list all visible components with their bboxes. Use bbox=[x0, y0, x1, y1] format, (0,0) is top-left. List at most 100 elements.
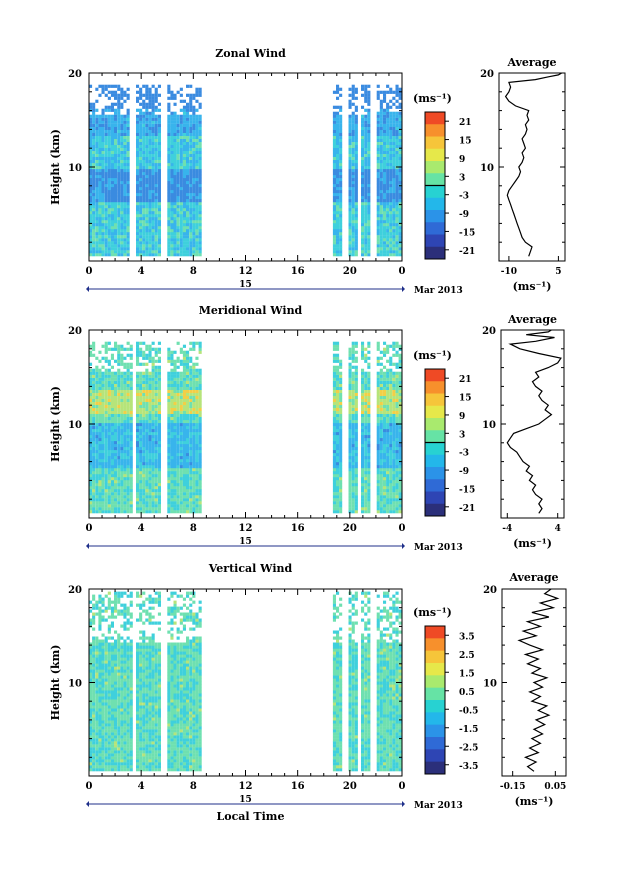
heatmap-cell bbox=[361, 507, 365, 511]
heatmap-cell bbox=[120, 465, 124, 469]
heatmap-cell bbox=[176, 474, 180, 478]
heatmap-cell bbox=[101, 229, 105, 233]
heatmap-cell bbox=[332, 492, 336, 496]
heatmap-cell bbox=[339, 471, 343, 475]
heatmap-cell bbox=[186, 150, 190, 154]
heatmap-cell bbox=[145, 159, 149, 164]
heatmap-cell bbox=[167, 398, 171, 402]
heatmap-cell bbox=[176, 156, 180, 160]
heatmap-cell bbox=[189, 108, 193, 112]
heatmap-cell bbox=[167, 150, 171, 154]
heatmap-cell bbox=[192, 395, 196, 399]
heatmap-cell bbox=[176, 359, 180, 363]
heatmap-cell bbox=[170, 195, 174, 200]
heatmap-cell bbox=[339, 105, 343, 109]
heatmap-cell bbox=[145, 377, 149, 381]
heatmap-cell bbox=[129, 474, 133, 478]
heatmap-cell bbox=[376, 96, 380, 100]
heatmap-cell bbox=[364, 156, 368, 160]
heatmap-cell bbox=[167, 498, 171, 502]
heatmap-cell bbox=[142, 192, 146, 197]
heatmap-cell bbox=[92, 235, 96, 239]
heatmap-cell bbox=[167, 162, 171, 167]
heatmap-cell bbox=[92, 211, 96, 215]
heatmap-cell bbox=[92, 229, 96, 233]
heatmap-cell bbox=[354, 446, 358, 451]
heatmap-cell bbox=[361, 422, 365, 427]
heatmap-cell bbox=[104, 168, 108, 173]
heatmap-cell bbox=[173, 117, 177, 121]
heatmap-cell bbox=[182, 428, 186, 433]
heatmap-cell bbox=[95, 180, 99, 185]
heatmap-cell bbox=[339, 117, 343, 121]
heatmap-cell bbox=[192, 498, 196, 502]
heatmap-cell bbox=[392, 174, 396, 179]
heatmap-cell bbox=[126, 211, 130, 215]
heatmap-cell bbox=[95, 507, 99, 511]
heatmap-cell bbox=[142, 431, 146, 436]
heatmap-cell bbox=[151, 232, 155, 236]
heatmap-cell bbox=[361, 123, 365, 127]
heatmap-cell bbox=[129, 462, 133, 466]
heatmap-cell bbox=[170, 419, 174, 424]
heatmap-cell bbox=[110, 132, 114, 136]
heatmap-cell bbox=[332, 132, 336, 136]
heatmap-cell bbox=[179, 168, 183, 173]
heatmap-cell bbox=[192, 434, 196, 439]
heatmap-cell bbox=[189, 84, 193, 88]
heatmap-cell bbox=[148, 162, 152, 167]
heatmap-cell bbox=[104, 410, 108, 414]
heatmap-cell bbox=[332, 410, 336, 414]
heatmap-cell bbox=[173, 443, 177, 448]
heatmap-cell bbox=[179, 123, 183, 127]
heatmap-cell bbox=[332, 459, 336, 463]
heatmap-cell bbox=[101, 492, 105, 496]
heatmap-cell bbox=[114, 440, 118, 445]
heatmap-cell bbox=[139, 483, 143, 487]
heatmap-cell bbox=[95, 123, 99, 127]
heatmap-cell bbox=[142, 168, 146, 173]
heatmap-cell bbox=[170, 462, 174, 466]
heatmap-cell bbox=[186, 129, 190, 133]
heatmap-cell bbox=[195, 489, 199, 493]
heatmap-cell bbox=[364, 199, 368, 203]
heatmap-cell bbox=[142, 507, 146, 511]
heatmap-cell bbox=[182, 241, 186, 245]
heatmap-cell bbox=[182, 471, 186, 475]
heatmap-cell bbox=[379, 135, 383, 139]
heatmap-cell bbox=[179, 422, 183, 427]
heatmap-cell bbox=[189, 238, 193, 242]
heatmap-cell bbox=[182, 392, 186, 396]
heatmap-cell bbox=[157, 356, 161, 360]
heatmap-cell bbox=[98, 437, 102, 442]
heatmap-cell bbox=[367, 229, 371, 233]
heatmap-cell bbox=[151, 156, 155, 160]
heatmap-cell bbox=[120, 235, 124, 239]
heatmap-cell bbox=[379, 189, 383, 194]
heatmap-cell bbox=[151, 341, 155, 345]
heatmap-cell bbox=[154, 407, 158, 411]
heatmap-cell bbox=[182, 380, 186, 384]
heatmap-cell bbox=[379, 250, 383, 254]
heatmap-cell bbox=[157, 165, 161, 170]
heatmap-cell bbox=[145, 437, 149, 442]
heatmap-cell bbox=[145, 165, 149, 170]
colorbar-swatch bbox=[425, 148, 445, 162]
heatmap-cell bbox=[398, 114, 402, 118]
heatmap-cell bbox=[154, 446, 158, 451]
heatmap-cell bbox=[195, 374, 199, 378]
heatmap-cell bbox=[120, 147, 124, 151]
heatmap-cell bbox=[186, 374, 190, 378]
heatmap-cell bbox=[92, 202, 96, 206]
heatmap-cell bbox=[151, 365, 155, 369]
heatmap-cell bbox=[192, 377, 196, 381]
heatmap-cell bbox=[98, 120, 102, 124]
heatmap-cell bbox=[189, 495, 193, 499]
heatmap-cell bbox=[129, 492, 133, 496]
heatmap-cell bbox=[98, 93, 102, 97]
heatmap-cell bbox=[379, 195, 383, 200]
heatmap-cell bbox=[120, 135, 124, 139]
heatmap-cell bbox=[101, 147, 105, 151]
heatmap-cell bbox=[101, 428, 105, 433]
heatmap-cell bbox=[129, 443, 133, 448]
